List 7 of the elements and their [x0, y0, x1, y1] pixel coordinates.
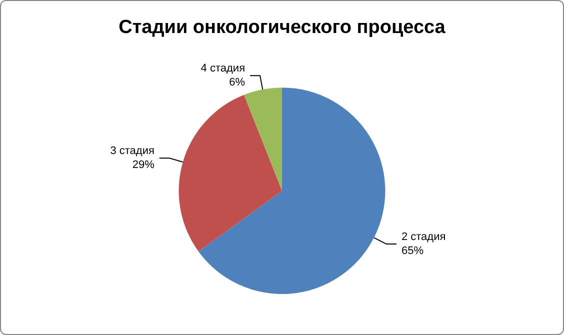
slice-label: 4 стадия	[200, 62, 246, 75]
slice-label: 3 стадия	[110, 145, 154, 158]
data-label: 65%	[401, 245, 424, 258]
data-label: 29%	[132, 159, 155, 172]
chart-title: Стадии онкологического процесса	[118, 17, 446, 38]
slice-label: 2 стадия	[401, 231, 446, 244]
data-label: 6%	[229, 76, 246, 89]
